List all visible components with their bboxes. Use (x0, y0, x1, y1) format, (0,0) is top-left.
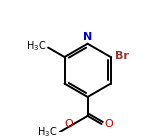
Text: H$_3$C: H$_3$C (37, 125, 58, 139)
Text: N: N (83, 32, 92, 42)
Text: O: O (64, 119, 73, 129)
Text: Br: Br (115, 51, 129, 61)
Text: H$_3$C: H$_3$C (26, 40, 46, 54)
Text: O: O (104, 119, 113, 129)
